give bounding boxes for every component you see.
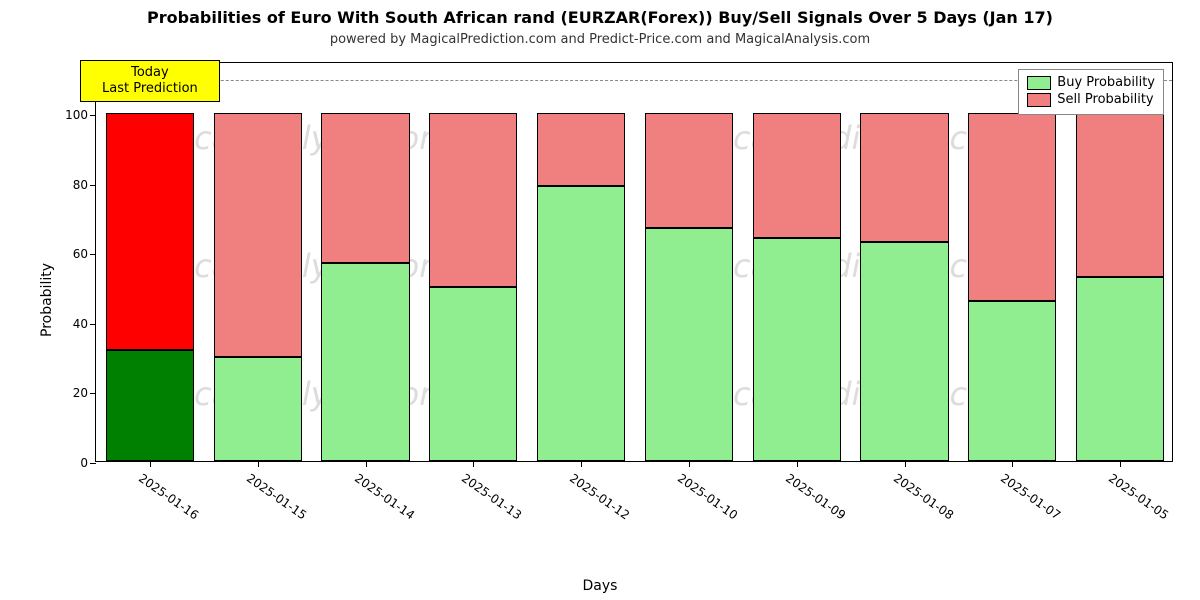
legend-item: Buy Probability — [1027, 75, 1155, 92]
xtick-mark — [905, 461, 906, 467]
ytick-label: 80 — [73, 178, 96, 192]
legend-label: Buy Probability — [1057, 75, 1155, 92]
ytick-label: 60 — [73, 247, 96, 261]
bar-sell — [214, 113, 302, 356]
xtick-label: 2025-01-16 — [136, 471, 201, 522]
x-axis-label: Days — [0, 578, 1200, 594]
xtick-mark — [366, 461, 367, 467]
xtick-label: 2025-01-05 — [1106, 471, 1171, 522]
plot-area: MagicalAnalysis.comMagicalPrediction.com… — [95, 62, 1173, 462]
bar-group — [429, 113, 517, 461]
xtick-label: 2025-01-07 — [998, 471, 1063, 522]
bar-group — [537, 113, 625, 461]
xtick-label: 2025-01-15 — [244, 471, 309, 522]
bar-sell — [753, 113, 841, 238]
bar-sell — [321, 113, 409, 263]
bar-sell — [645, 113, 733, 228]
bar-group — [214, 113, 302, 461]
legend-label: Sell Probability — [1057, 92, 1153, 109]
bar-group — [106, 113, 194, 461]
xtick-label: 2025-01-10 — [675, 471, 740, 522]
bar-group — [968, 113, 1056, 461]
xtick-mark — [150, 461, 151, 467]
xtick-mark — [689, 461, 690, 467]
bar-sell — [429, 113, 517, 287]
bar-group — [753, 113, 841, 461]
annotation-line: Last Prediction — [91, 81, 209, 97]
xtick-mark — [258, 461, 259, 467]
bar-buy — [214, 357, 302, 461]
xtick-mark — [1012, 461, 1013, 467]
bar-group — [645, 113, 733, 461]
bar-sell — [860, 113, 948, 242]
y-axis-label: Probability — [39, 263, 55, 337]
legend: Buy ProbabilitySell Probability — [1018, 69, 1164, 115]
legend-item: Sell Probability — [1027, 92, 1155, 109]
bar-group — [1076, 113, 1164, 461]
legend-swatch — [1027, 76, 1051, 90]
bar-buy — [860, 242, 948, 461]
bar-group — [860, 113, 948, 461]
ytick-label: 100 — [65, 108, 96, 122]
xtick-label: 2025-01-09 — [783, 471, 848, 522]
reference-gridline — [96, 80, 1172, 81]
chart-title: Probabilities of Euro With South African… — [0, 8, 1200, 27]
xtick-mark — [797, 461, 798, 467]
bar-buy — [968, 301, 1056, 461]
bar-buy — [1076, 277, 1164, 461]
legend-swatch — [1027, 93, 1051, 107]
bar-buy — [537, 186, 625, 461]
xtick-mark — [581, 461, 582, 467]
bar-buy — [321, 263, 409, 461]
bar-sell — [968, 113, 1056, 301]
ytick-label: 0 — [80, 456, 96, 470]
bar-buy — [106, 350, 194, 461]
xtick-mark — [1120, 461, 1121, 467]
figure: Probabilities of Euro With South African… — [0, 0, 1200, 600]
xtick-label: 2025-01-12 — [567, 471, 632, 522]
xtick-mark — [473, 461, 474, 467]
bar-buy — [753, 238, 841, 461]
bar-sell — [1076, 113, 1164, 276]
bar-sell — [537, 113, 625, 186]
xtick-label: 2025-01-08 — [890, 471, 955, 522]
xtick-label: 2025-01-14 — [351, 471, 416, 522]
bar-sell — [106, 113, 194, 350]
annotation-line: Today — [91, 65, 209, 81]
xtick-label: 2025-01-13 — [459, 471, 524, 522]
today-annotation: TodayLast Prediction — [80, 60, 220, 101]
bar-group — [321, 113, 409, 461]
bar-buy — [429, 287, 517, 461]
chart-subtitle: powered by MagicalPrediction.com and Pre… — [0, 32, 1200, 47]
ytick-label: 20 — [73, 386, 96, 400]
bar-buy — [645, 228, 733, 461]
ytick-label: 40 — [73, 317, 96, 331]
